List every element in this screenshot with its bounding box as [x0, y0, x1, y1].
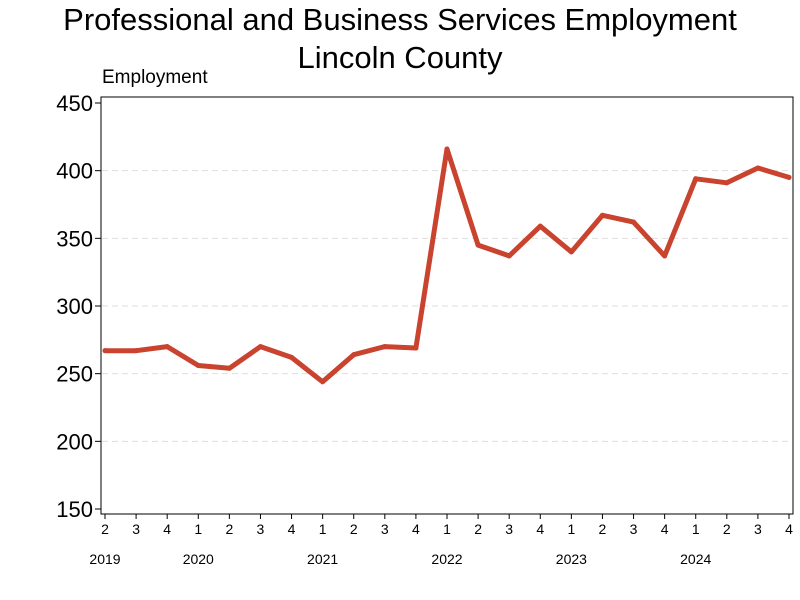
- data-point: [693, 176, 699, 182]
- y-tick-label: 350: [56, 226, 93, 251]
- x-tick-label-quarter: 1: [194, 521, 202, 537]
- x-tick-label-quarter: 3: [132, 521, 140, 537]
- y-tick-label: 400: [56, 159, 93, 184]
- x-tick-label-year: 2020: [183, 551, 214, 567]
- data-point: [226, 365, 232, 371]
- x-tick-label-quarter: 1: [567, 521, 575, 537]
- series-layer: [102, 146, 792, 385]
- y-tick-label: 450: [56, 91, 93, 116]
- data-point: [195, 363, 201, 369]
- chart-title: Professional and Business Services Emplo…: [63, 2, 737, 37]
- data-point: [133, 348, 139, 354]
- y-tick-label: 300: [56, 294, 93, 319]
- data-point: [755, 165, 761, 171]
- x-tick-label-year: 2023: [556, 551, 587, 567]
- grid-lines: [102, 170, 792, 442]
- x-tick-label-year: 2024: [680, 551, 711, 567]
- data-point: [662, 253, 668, 259]
- data-point: [537, 223, 543, 229]
- x-tick-label-year: 2021: [307, 551, 338, 567]
- x-tick-label-quarter: 1: [319, 521, 327, 537]
- data-point: [289, 354, 295, 360]
- data-point: [320, 379, 326, 385]
- x-tick-label-quarter: 3: [381, 521, 389, 537]
- x-tick-label-quarter: 2: [474, 521, 482, 537]
- data-point: [475, 242, 481, 248]
- x-tick-label-quarter: 4: [163, 521, 171, 537]
- x-tick-label-quarter: 2: [599, 521, 607, 537]
- x-tick-label-quarter: 1: [692, 521, 700, 537]
- x-tick-label-year: 2019: [89, 551, 120, 567]
- x-tick-label-quarter: 4: [536, 521, 544, 537]
- chart-subtitle: Lincoln County: [297, 40, 503, 75]
- data-point: [164, 344, 170, 350]
- x-tick-label-quarter: 3: [257, 521, 265, 537]
- data-point: [382, 344, 388, 350]
- x-axis: 2 3 4 1 2 3 4 1 2 3 4 1 2 3 4 1 2 3 4 1 2 3 4 2019 2020 2021 2022 2…: [89, 514, 793, 567]
- y-tick-label: 250: [56, 362, 93, 387]
- x-tick-label-quarter: 1: [443, 521, 451, 537]
- series-line: [102, 146, 792, 385]
- data-point: [351, 352, 357, 358]
- x-tick-label-quarter: 3: [505, 521, 513, 537]
- x-tick-label-quarter: 3: [754, 521, 762, 537]
- data-point: [102, 348, 108, 354]
- x-tick-label-year: 2022: [431, 551, 462, 567]
- x-tick-label-quarter: 3: [630, 521, 638, 537]
- y-tick-label: 200: [56, 429, 93, 454]
- x-tick-label-quarter: 4: [412, 521, 420, 537]
- y-axis: 150 200 250 300 350 400 450: [56, 91, 101, 522]
- data-point: [444, 146, 450, 152]
- x-tick-label-quarter: 4: [785, 521, 793, 537]
- data-point: [724, 180, 730, 186]
- data-point: [257, 344, 263, 350]
- y-axis-label: Employment: [102, 67, 208, 88]
- x-tick-label-quarter: 2: [723, 521, 731, 537]
- x-tick-label-quarter: 4: [288, 521, 296, 537]
- data-point: [506, 253, 512, 259]
- x-tick-label-quarter: 2: [350, 521, 358, 537]
- data-point: [599, 212, 605, 218]
- x-tick-label-quarter: 4: [661, 521, 669, 537]
- data-point: [413, 345, 419, 351]
- data-point: [568, 249, 574, 255]
- y-tick-label: 150: [56, 497, 93, 522]
- data-point: [786, 174, 792, 180]
- data-point: [631, 219, 637, 225]
- x-tick-label-quarter: 2: [101, 521, 109, 537]
- x-tick-label-quarter: 2: [225, 521, 233, 537]
